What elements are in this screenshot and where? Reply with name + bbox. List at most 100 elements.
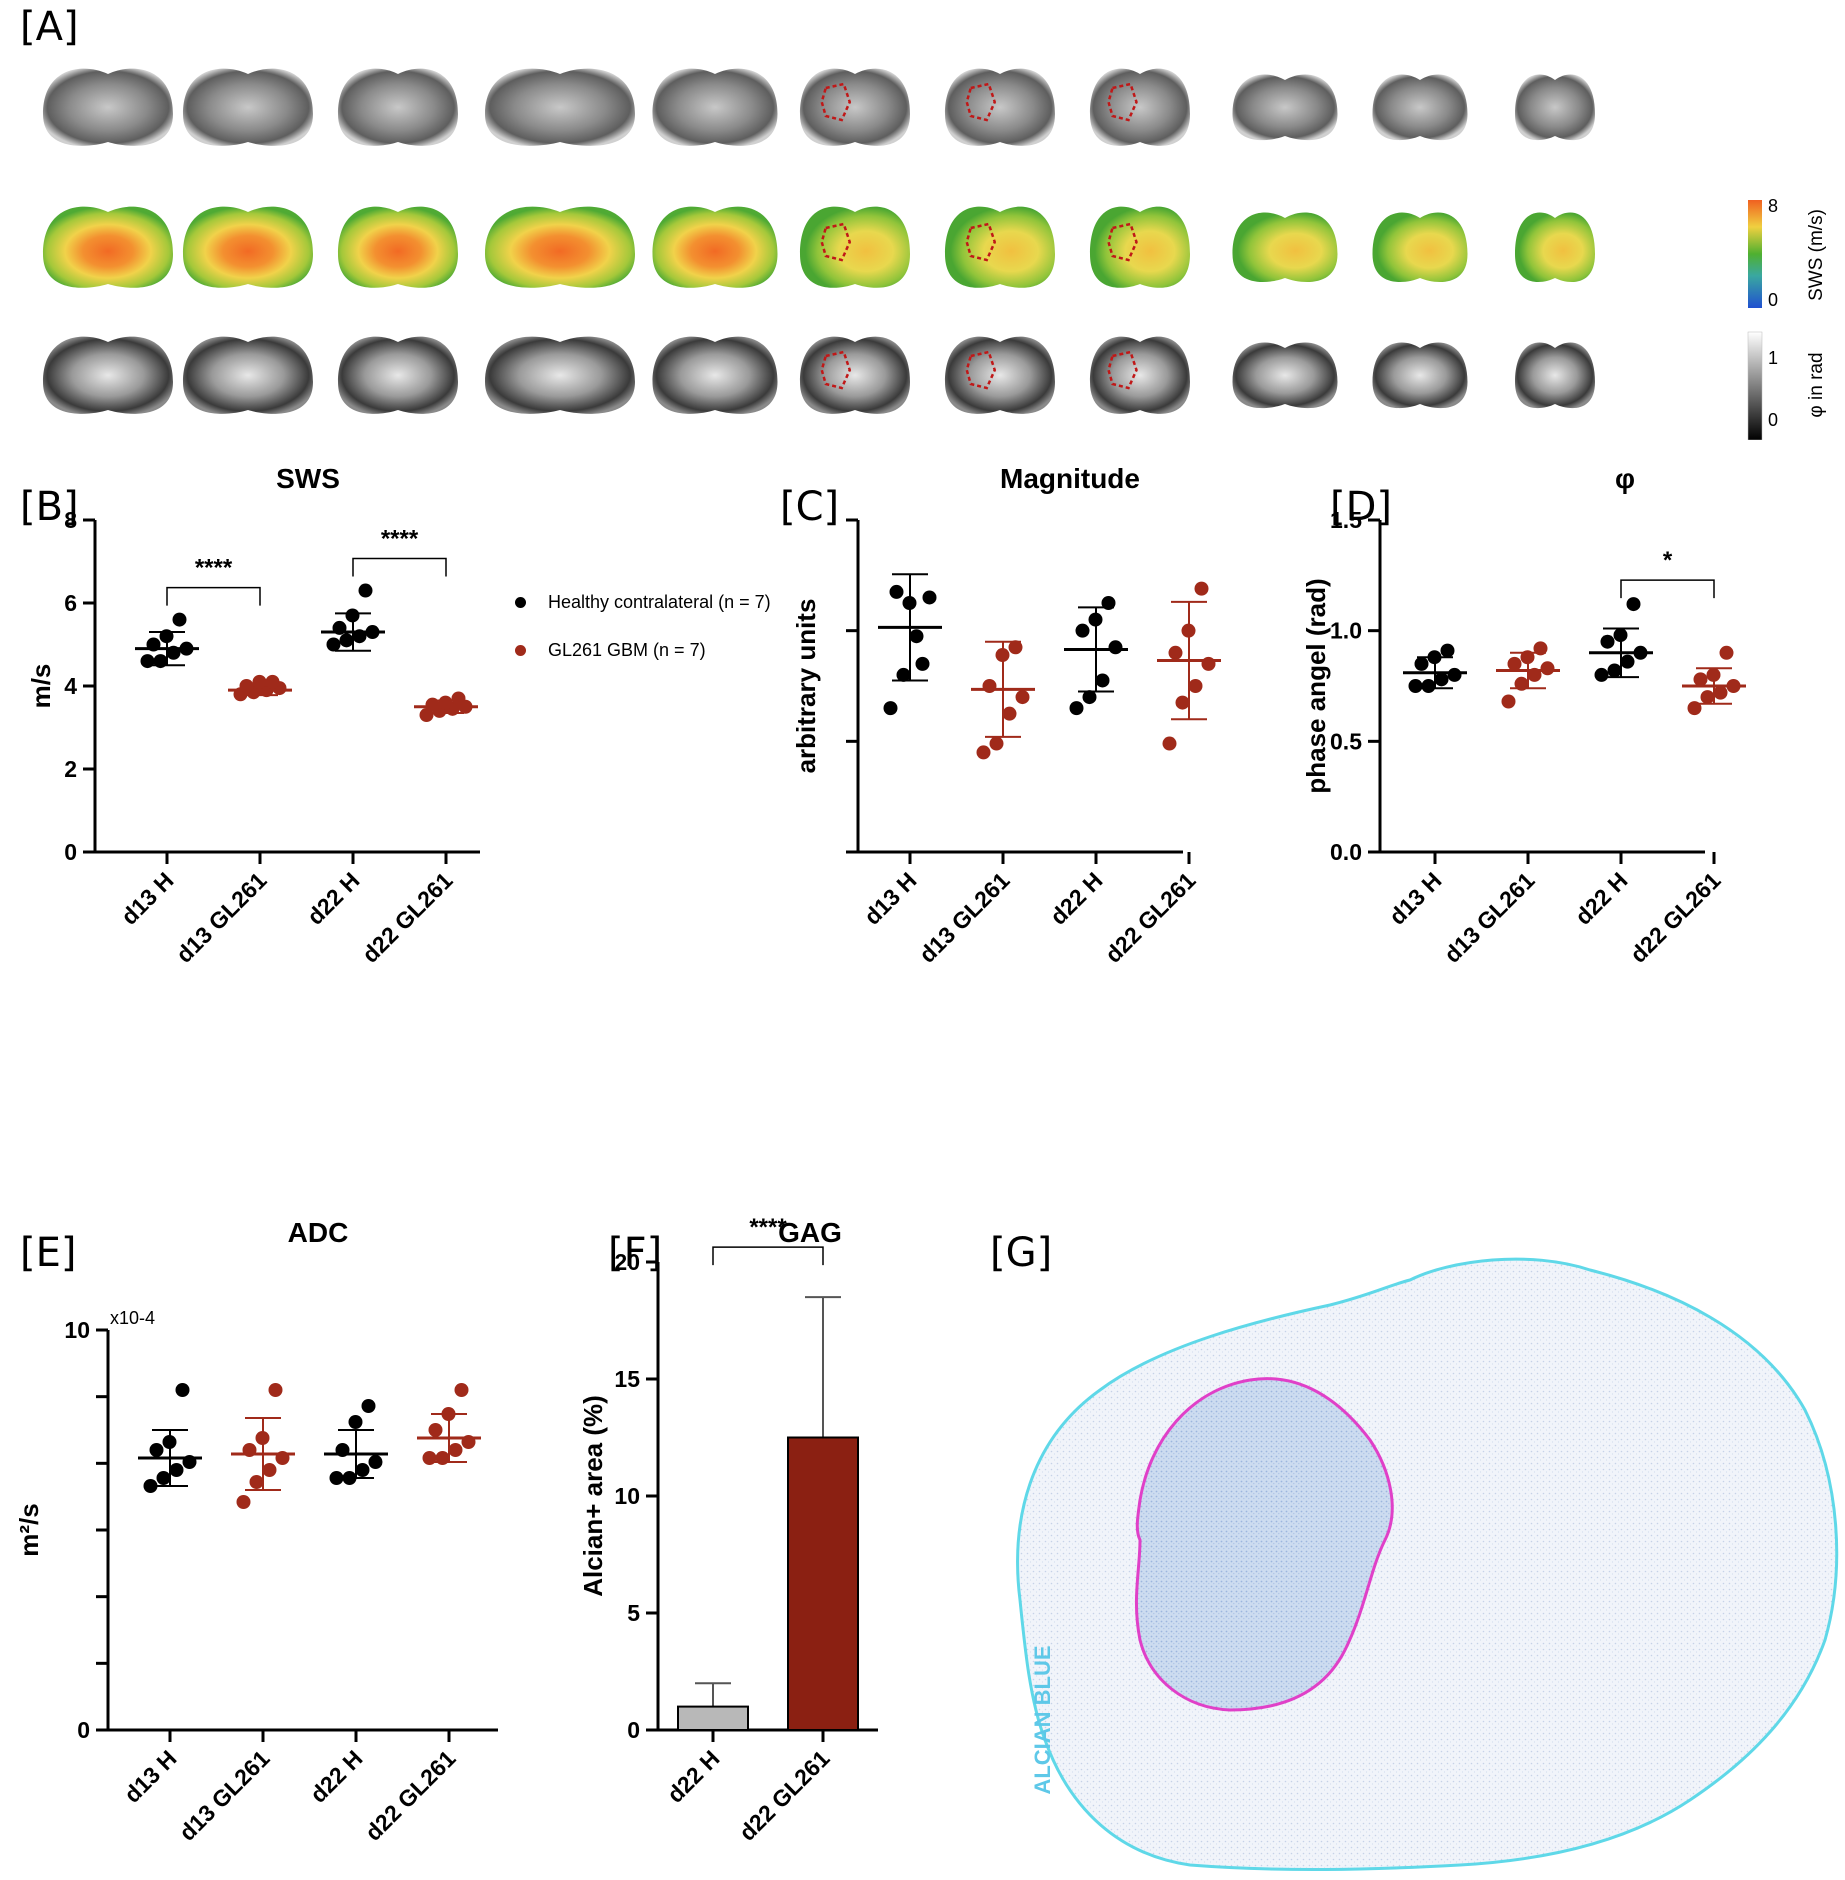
chart-E-point xyxy=(249,1475,264,1489)
chart-E-title: ADC xyxy=(288,1217,349,1248)
tumor-roi-mri-8 xyxy=(1107,82,1138,122)
chart-B-xtick-label: d13 H xyxy=(116,867,179,930)
slice-mri-3 xyxy=(338,68,458,146)
chart-D-point xyxy=(1440,643,1455,658)
chart-D-point xyxy=(1507,656,1522,671)
chart-C-point xyxy=(1069,701,1084,716)
chart-D-ytick-label: 0.0 xyxy=(1330,839,1362,865)
chart-B-point xyxy=(358,583,373,598)
slice-mri-11 xyxy=(1515,74,1595,141)
panel-label-d: [D] xyxy=(1330,484,1393,530)
phi-colorbar-label: φ in rad xyxy=(1806,352,1827,417)
sws-colorbar xyxy=(1748,200,1762,308)
slice-sws-3 xyxy=(338,206,458,288)
legend-dot-healthy xyxy=(515,597,526,608)
slice-phi-5 xyxy=(652,336,778,414)
tumor-outline xyxy=(1134,1377,1394,1712)
slice-sws-8 xyxy=(1090,206,1190,288)
slice-mri-2 xyxy=(183,68,313,146)
chart-F-xtick-label: d22 H xyxy=(662,1745,725,1808)
tumor-roi-sws-6 xyxy=(820,222,852,262)
chart-D-point xyxy=(1600,634,1615,649)
chart-C-point xyxy=(1162,736,1177,751)
chart-F-bar xyxy=(787,1436,859,1731)
chart-B-ytick-label: 2 xyxy=(64,756,77,782)
chart-B-point xyxy=(419,708,434,723)
chart-E-xtick-label: d13 H xyxy=(119,1745,182,1808)
chart-E-point xyxy=(236,1495,251,1509)
chart-F-ytick-label: 10 xyxy=(614,1483,640,1509)
legend: Healthy contralateral (n = 7) GL261 GBM … xyxy=(515,578,771,674)
chart-D-point xyxy=(1434,672,1449,687)
chart-C-xtick-label: d22 GL261 xyxy=(1100,867,1201,968)
stain-label: ALCIAN BLUE xyxy=(1030,1645,1055,1794)
tumor-roi-mri-6 xyxy=(820,82,852,122)
chart-E-point xyxy=(262,1463,277,1477)
slice-phi-11 xyxy=(1515,342,1595,409)
chart-C-xtick-label: d13 H xyxy=(859,867,922,930)
chart-E-point xyxy=(143,1479,158,1493)
phi-colorbar-max: 1 xyxy=(1768,348,1778,368)
tumor-roi-mri-7 xyxy=(965,82,997,122)
chart-D-point xyxy=(1693,672,1708,687)
slice-sws-6 xyxy=(800,206,910,288)
tumor-roi-phi-6 xyxy=(820,350,852,390)
chart-C-point xyxy=(896,667,911,682)
chart-D-xtick-label: d22 GL261 xyxy=(1625,867,1726,968)
phi-colorbar-min: 0 xyxy=(1768,410,1778,430)
chart-B-sig-label: **** xyxy=(381,526,419,553)
legend-item-gbm: GL261 GBM (n = 7) xyxy=(515,626,771,674)
chart-F-ytick-label: 20 xyxy=(614,1249,640,1275)
chart-C-point xyxy=(922,590,937,605)
chart-D-point xyxy=(1700,690,1715,705)
legend-label-healthy: Healthy contralateral (n = 7) xyxy=(548,592,771,612)
slice-sws-5 xyxy=(652,206,778,288)
chart-D-point xyxy=(1540,661,1555,676)
chart-C-point xyxy=(1075,623,1090,638)
chart-F-ytick-label: 5 xyxy=(627,1600,640,1626)
chart-C-point xyxy=(1188,679,1203,693)
chart-C-point xyxy=(989,736,1004,751)
chart-E-point xyxy=(329,1471,344,1485)
chart-E-point xyxy=(428,1423,443,1437)
chart-F-title: GAG xyxy=(778,1217,842,1248)
chart-E-point xyxy=(268,1383,283,1397)
slice-sws-2 xyxy=(183,206,313,288)
chart-D-point xyxy=(1414,656,1429,671)
phi-colorbar xyxy=(1747,331,1763,440)
chart-E-point xyxy=(361,1399,376,1413)
slice-phi-2 xyxy=(183,336,313,414)
chart-B-point xyxy=(172,612,187,627)
legend-dot-gbm xyxy=(515,645,526,656)
chart-C-point xyxy=(1168,645,1183,660)
chart-B-sig-bracket xyxy=(166,586,261,606)
slice-sws-4 xyxy=(485,206,635,288)
chart-F-xtick-label: d22 GL261 xyxy=(734,1745,835,1846)
chart-D-xtick-label: d13 H xyxy=(1384,867,1447,930)
slice-sws-10 xyxy=(1372,212,1468,283)
chart-D-point xyxy=(1719,645,1734,660)
chart-B-ytick-label: 8 xyxy=(64,507,77,533)
chart-D-point xyxy=(1408,679,1423,693)
chart-C-point xyxy=(1015,690,1030,705)
chart-E-point xyxy=(175,1383,190,1397)
chart-E-ytick-label: 10 xyxy=(64,1317,90,1343)
chart-E-point xyxy=(156,1471,171,1485)
sws-colorbar-max: 8 xyxy=(1768,196,1778,216)
slice-phi-9 xyxy=(1232,342,1338,409)
chart-C-point xyxy=(1175,695,1190,710)
slice-mri-6 xyxy=(800,68,910,146)
chart-D-point xyxy=(1501,694,1516,709)
slice-mri-7 xyxy=(945,68,1055,146)
chart-B-title: SWS xyxy=(276,463,340,494)
chart-E-point xyxy=(454,1383,469,1397)
panel-label-f: [F] xyxy=(608,1230,663,1276)
chart-B-sig-label: **** xyxy=(195,555,233,582)
